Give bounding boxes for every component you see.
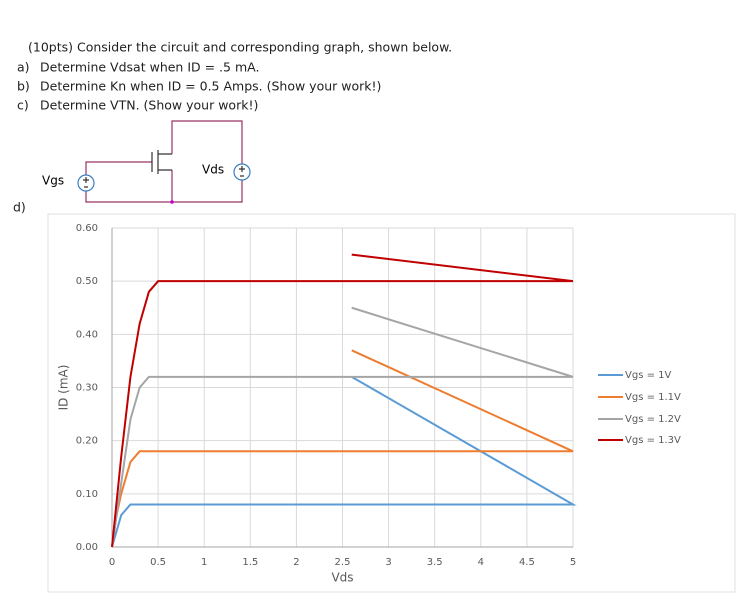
item-text: Determine Kn when ID = 0.5 Amps. (Show y… [40,79,381,94]
node [170,200,174,204]
x-tick-label: 1 [201,557,207,568]
legend-label: Vgs = 1.2V [625,414,681,425]
y-tick-label: 0.00 [76,542,98,553]
y-tick-label: 0.60 [76,223,98,234]
x-tick-label: 0.5 [150,557,166,568]
legend-label: Vgs = 1.3V [625,435,681,446]
series-line [111,376,577,548]
x-tick-label: 2.5 [335,557,351,568]
x-tick-label: 4.5 [519,557,535,568]
legend-label: Vgs = 1V [625,370,671,381]
transistor [151,150,172,174]
item-label: b) [17,79,30,94]
y-tick-label: 0.40 [76,329,98,340]
y-axis-title: ID (mA) [57,365,71,411]
item-text: Determine Vdsat when ID = .5 mA. [40,60,259,75]
chart-frame [47,213,736,593]
series-line [111,306,574,548]
item-label: c) [17,98,29,113]
source-label: Vgs [42,174,64,188]
source-label: Vds [202,163,224,177]
x-tick-label: 0 [109,557,115,568]
y-tick-label: 0.30 [76,383,98,394]
wire [85,120,243,203]
x-tick-label: 1.5 [242,557,258,568]
x-tick-label: 3 [385,557,391,568]
series-line [111,253,574,548]
x-axis-title: Vds [331,571,353,585]
item-label: d) [13,200,26,215]
y-tick-label: 0.50 [76,276,98,287]
y-tick-label: 0.20 [76,436,98,447]
legend-label: Vgs = 1.1V [625,392,681,403]
item-text: Determine VTN. (Show your work!) [40,98,258,113]
x-tick-label: 5 [570,557,576,568]
circuit [77,120,251,204]
x-tick-label: 3.5 [427,557,443,568]
x-tick-label: 4 [478,557,484,568]
y-tick-label: 0.10 [76,489,98,500]
header-title: (10pts) Consider the circuit and corresp… [28,40,452,55]
x-tick-label: 2 [293,557,299,568]
item-label: a) [17,60,30,75]
polarity [83,166,245,188]
